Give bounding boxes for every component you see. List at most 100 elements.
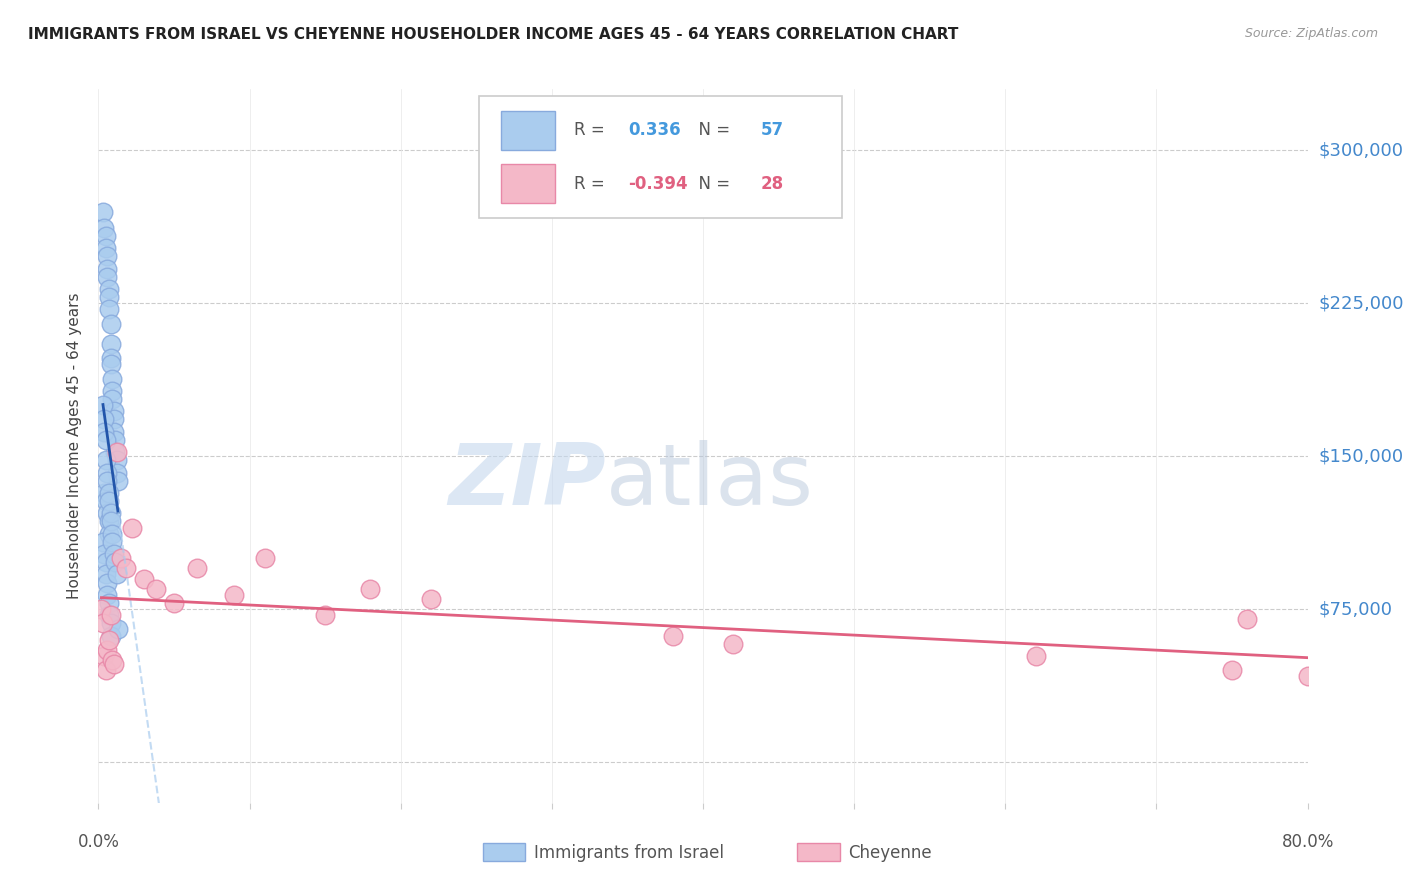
Point [91,616,114,631]
Point [107,474,129,488]
Text: 0.336: 0.336 [628,121,681,139]
Text: $300,000: $300,000 [1319,141,1403,160]
Point [105,453,128,467]
Point [93,648,115,663]
Point [96,474,118,488]
Bar [797,844,839,862]
Point [100,337,122,351]
Point [96,466,118,480]
Text: Immigrants from Israel: Immigrants from Israel [534,844,724,862]
Point [93,425,115,439]
Point [105,445,128,459]
Point [103,547,125,561]
Text: IMMIGRANTS FROM ISRAEL VS CHEYENNE HOUSEHOLDER INCOME AGES 45 - 64 YEARS CORRELA: IMMIGRANTS FROM ISRAEL VS CHEYENNE HOUSE… [28,27,959,42]
FancyBboxPatch shape [479,96,842,218]
Point [314,608,336,623]
Point [101,534,124,549]
Point [96,643,118,657]
Point [98,282,121,296]
Point [104,433,127,447]
Point [93,412,115,426]
Point [186,561,208,575]
Point [100,608,122,623]
Point [93,220,115,235]
Point [98,596,121,610]
Point [105,567,128,582]
Text: ZIP: ZIP [449,440,606,524]
Point [98,302,121,317]
Point [98,486,121,500]
Point [100,358,122,372]
Point [360,582,382,596]
Point [1024,648,1046,663]
Text: N =: N = [689,175,735,193]
Bar [501,111,555,150]
Point [132,572,155,586]
Text: $150,000: $150,000 [1319,447,1403,466]
Point [94,567,117,582]
Point [1296,669,1319,683]
Point [721,637,744,651]
Point [98,526,121,541]
Point [96,588,118,602]
Point [94,229,117,244]
Point [163,596,186,610]
Point [98,290,121,304]
Point [100,616,122,631]
Point [96,269,118,284]
Point [419,591,441,606]
Point [94,433,117,447]
Bar [482,844,526,862]
Point [96,249,118,263]
Point [94,663,117,677]
Point [1220,663,1243,677]
Point [224,588,246,602]
Point [94,494,117,508]
Point [103,657,125,672]
Point [105,466,128,480]
Point [104,445,127,459]
Point [1236,612,1258,626]
Point [98,515,121,529]
Point [103,425,125,439]
Point [110,551,132,566]
Point [94,453,117,467]
Point [101,372,124,386]
Text: $225,000: $225,000 [1319,294,1405,312]
Point [101,526,124,541]
Text: R =: R = [574,175,610,193]
Point [90,602,112,616]
Text: atlas: atlas [606,440,814,524]
Text: Cheyenne: Cheyenne [848,844,932,862]
Point [91,204,114,219]
Text: Source: ZipAtlas.com: Source: ZipAtlas.com [1244,27,1378,40]
Y-axis label: Householder Income Ages 45 - 64 years: Householder Income Ages 45 - 64 years [67,293,83,599]
Text: R =: R = [574,121,610,139]
Point [91,398,114,412]
Text: 28: 28 [761,175,785,193]
Point [100,317,122,331]
Point [661,629,683,643]
Point [96,261,118,276]
Point [94,241,117,255]
Text: 0.0%: 0.0% [77,833,120,851]
Point [107,623,129,637]
Point [101,653,124,667]
Point [100,629,122,643]
Text: 80.0%: 80.0% [1281,833,1334,851]
Point [98,608,121,623]
Text: -0.394: -0.394 [628,175,688,193]
Point [103,412,125,426]
Point [98,632,121,647]
Point [114,561,136,575]
Text: N =: N = [689,121,735,139]
Point [100,506,122,520]
Point [121,520,143,534]
Point [103,404,125,418]
Point [94,555,117,569]
Point [101,384,124,398]
Bar [501,164,555,203]
Text: $75,000: $75,000 [1319,600,1393,618]
Point [96,575,118,590]
Point [101,392,124,406]
